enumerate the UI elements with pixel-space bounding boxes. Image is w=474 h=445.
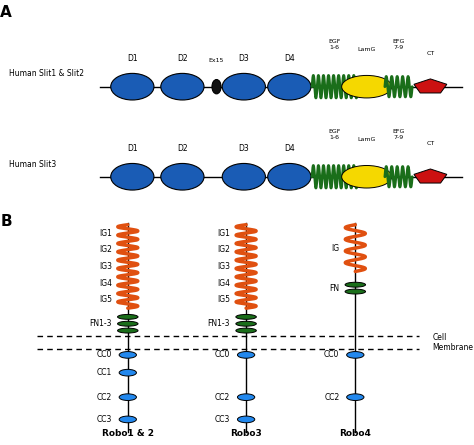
Text: CC3: CC3	[215, 415, 230, 424]
Text: CT: CT	[426, 141, 435, 146]
Ellipse shape	[222, 163, 265, 190]
Ellipse shape	[212, 80, 221, 94]
Ellipse shape	[346, 352, 364, 358]
Text: FN: FN	[329, 283, 339, 293]
Text: CC2: CC2	[97, 392, 112, 402]
Text: Robo4: Robo4	[339, 429, 371, 438]
Text: FN1-3: FN1-3	[208, 319, 230, 328]
Text: IG3: IG3	[99, 262, 112, 271]
Ellipse shape	[236, 315, 256, 320]
Text: Robo1 & 2: Robo1 & 2	[102, 429, 154, 438]
Text: IG2: IG2	[217, 245, 230, 254]
Ellipse shape	[342, 75, 392, 98]
Text: D3: D3	[238, 144, 249, 153]
Text: CC0: CC0	[215, 350, 230, 360]
Text: Ex15: Ex15	[209, 58, 224, 63]
Ellipse shape	[118, 328, 138, 333]
Text: D2: D2	[177, 144, 188, 153]
Ellipse shape	[342, 166, 392, 188]
Text: IG4: IG4	[217, 279, 230, 287]
Ellipse shape	[268, 163, 311, 190]
Text: CC2: CC2	[215, 392, 230, 402]
Text: D1: D1	[127, 144, 137, 153]
Text: EGF
1-6: EGF 1-6	[328, 129, 341, 140]
Text: EGF
1-6: EGF 1-6	[328, 39, 341, 50]
Text: B: B	[0, 214, 12, 229]
Text: A: A	[0, 5, 12, 20]
Ellipse shape	[119, 416, 137, 423]
Text: CC1: CC1	[97, 368, 112, 377]
Text: IG5: IG5	[99, 295, 112, 304]
Ellipse shape	[111, 73, 154, 100]
Text: CT: CT	[426, 51, 435, 56]
Text: D4: D4	[284, 144, 295, 153]
Text: IG: IG	[331, 243, 339, 253]
Text: LamG: LamG	[357, 137, 376, 142]
Text: IG1: IG1	[99, 229, 112, 238]
Text: IG5: IG5	[217, 295, 230, 304]
Polygon shape	[414, 169, 447, 183]
Polygon shape	[414, 79, 447, 93]
Ellipse shape	[118, 321, 138, 326]
Text: D2: D2	[177, 54, 188, 63]
Text: Robo3: Robo3	[230, 429, 262, 438]
Ellipse shape	[237, 352, 255, 358]
Ellipse shape	[222, 73, 265, 100]
Ellipse shape	[345, 289, 365, 294]
Text: IG1: IG1	[217, 229, 230, 238]
Ellipse shape	[111, 163, 154, 190]
Ellipse shape	[346, 394, 364, 400]
Text: Human Slit3: Human Slit3	[9, 160, 57, 169]
Text: Cell
Membrane: Cell Membrane	[433, 333, 474, 352]
Text: IG3: IG3	[217, 262, 230, 271]
Ellipse shape	[236, 328, 256, 333]
Ellipse shape	[119, 369, 137, 376]
Ellipse shape	[345, 282, 365, 287]
Text: CC3: CC3	[97, 415, 112, 424]
Text: FN1-3: FN1-3	[90, 319, 112, 328]
Text: IG2: IG2	[99, 245, 112, 254]
Text: EFG
7-9: EFG 7-9	[392, 129, 405, 140]
Text: D3: D3	[238, 54, 249, 63]
Ellipse shape	[237, 394, 255, 400]
Text: LamG: LamG	[357, 47, 376, 52]
Text: IG4: IG4	[99, 279, 112, 287]
Text: EFG
7-9: EFG 7-9	[392, 39, 405, 50]
Text: D1: D1	[127, 54, 137, 63]
Ellipse shape	[268, 73, 311, 100]
Text: CC2: CC2	[324, 392, 339, 402]
Text: CC0: CC0	[97, 350, 112, 360]
Text: CC0: CC0	[324, 350, 339, 360]
Text: D4: D4	[284, 54, 295, 63]
Ellipse shape	[161, 163, 204, 190]
Ellipse shape	[119, 352, 137, 358]
Ellipse shape	[119, 394, 137, 400]
Ellipse shape	[161, 73, 204, 100]
Ellipse shape	[236, 321, 256, 326]
Ellipse shape	[237, 416, 255, 423]
Ellipse shape	[118, 315, 138, 320]
Text: Human Slit1 & Slit2: Human Slit1 & Slit2	[9, 69, 84, 78]
